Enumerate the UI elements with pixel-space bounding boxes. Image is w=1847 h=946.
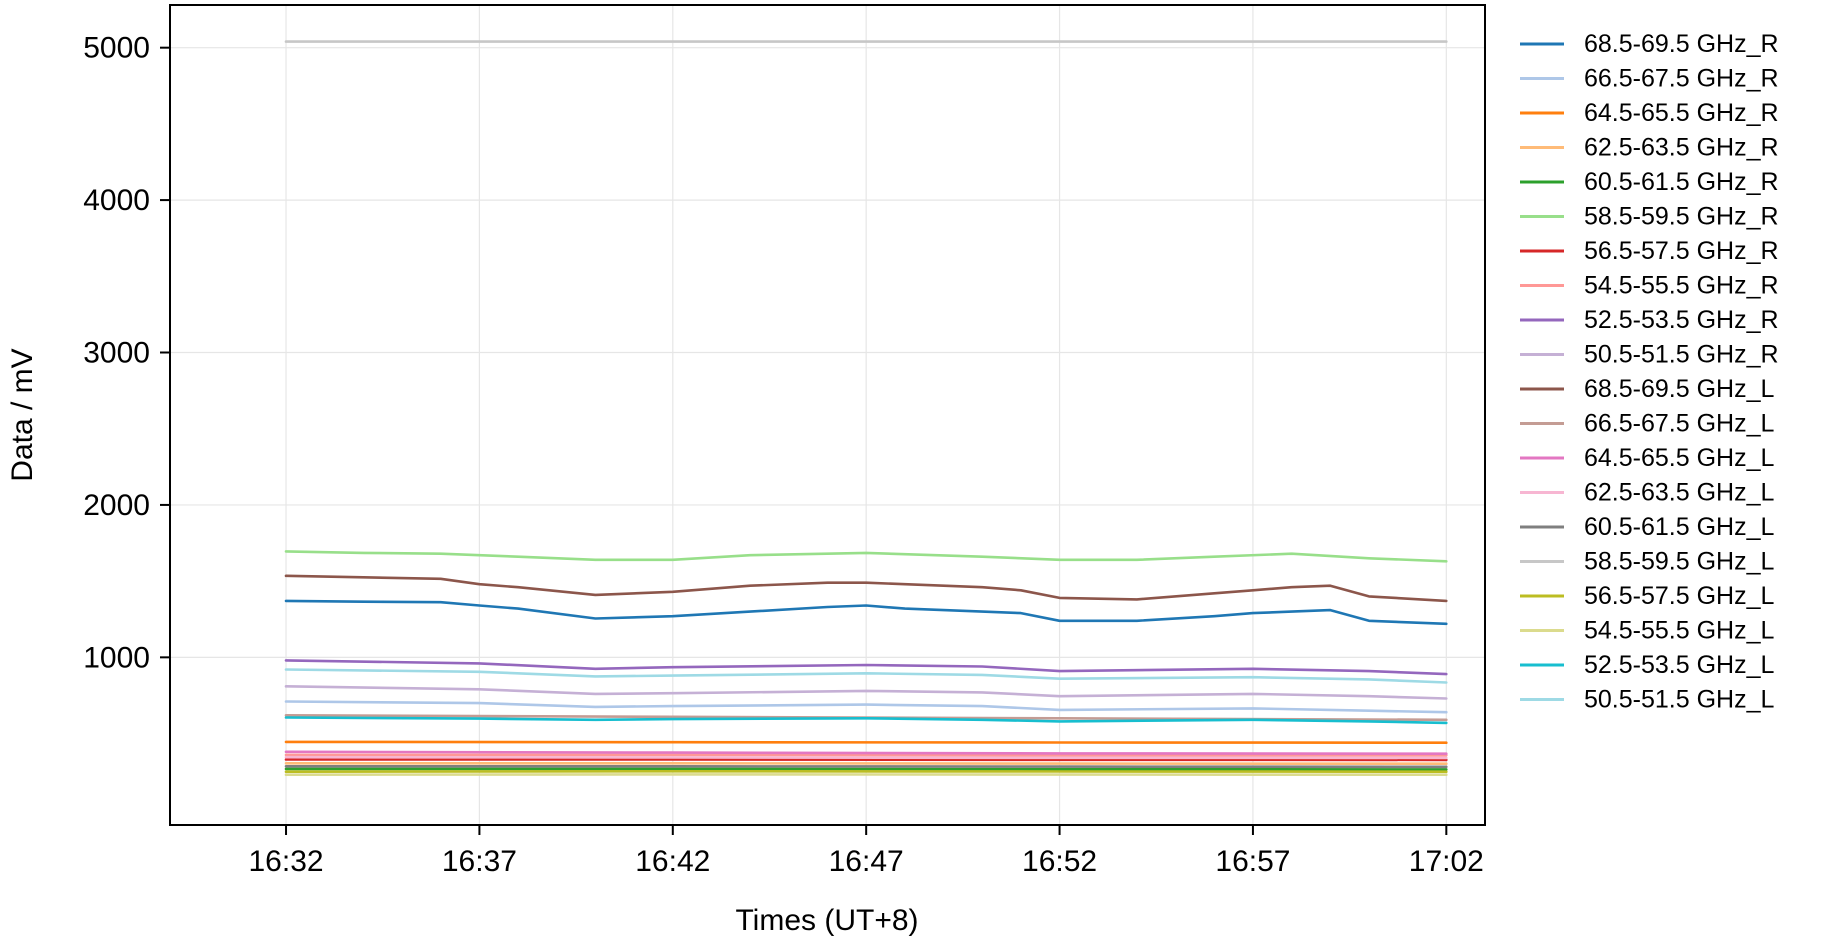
x-tick-label: 16:52 bbox=[1022, 845, 1097, 878]
x-tick-label: 16:57 bbox=[1215, 845, 1290, 878]
series-line-14 bbox=[286, 757, 1446, 758]
legend-label: 54.5-55.5 GHz_L bbox=[1584, 617, 1774, 645]
legend-label: 56.5-57.5 GHz_R bbox=[1584, 237, 1779, 265]
legend-label: 60.5-61.5 GHz_L bbox=[1584, 513, 1774, 541]
legend-label: 66.5-67.5 GHz_L bbox=[1584, 410, 1774, 438]
legend-label: 52.5-53.5 GHz_R bbox=[1584, 306, 1779, 334]
legend: 68.5-69.5 GHz_R 66.5-67.5 GHz_R 64.5-65.5 … bbox=[1520, 30, 1779, 714]
x-axis-label: Times (UT+8) bbox=[735, 904, 918, 937]
series-line-15 bbox=[286, 766, 1446, 767]
series-line-3 bbox=[286, 742, 1446, 743]
legend-label: 66.5-67.5 GHz_R bbox=[1584, 65, 1779, 93]
x-tick-label: 16:47 bbox=[829, 845, 904, 878]
y-tick-label: 4000 bbox=[83, 184, 150, 217]
x-tick-label: 17:02 bbox=[1409, 845, 1484, 878]
y-tick-label: 1000 bbox=[83, 641, 150, 674]
legend-label: 58.5-59.5 GHz_R bbox=[1584, 203, 1779, 231]
y-tick-label: 3000 bbox=[83, 337, 150, 370]
legend-label: 62.5-63.5 GHz_L bbox=[1584, 479, 1774, 507]
x-tick-label: 16:37 bbox=[442, 845, 517, 878]
x-axis-ticks: 16:32 16:37 16:42 16:47 16:52 16:57 17:02 bbox=[248, 825, 1483, 878]
legend-label: 58.5-59.5 GHz_L bbox=[1584, 548, 1774, 576]
legend-label: 68.5-69.5 GHz_R bbox=[1584, 30, 1779, 58]
legend-label: 68.5-69.5 GHz_L bbox=[1584, 375, 1774, 403]
legend-label: 62.5-63.5 GHz_R bbox=[1584, 134, 1779, 162]
legend-label: 50.5-51.5 GHz_R bbox=[1584, 341, 1779, 369]
x-tick-label: 16:32 bbox=[248, 845, 323, 878]
series-line-5 bbox=[286, 769, 1446, 770]
legend-label: 54.5-55.5 GHz_R bbox=[1584, 272, 1779, 300]
legend-label: 60.5-61.5 GHz_R bbox=[1584, 168, 1779, 196]
y-tick-label: 5000 bbox=[83, 32, 150, 65]
y-tick-label: 2000 bbox=[83, 489, 150, 522]
y-axis-ticks: 1000 2000 3000 4000 5000 bbox=[83, 32, 170, 675]
legend-label: 56.5-57.5 GHz_L bbox=[1584, 582, 1774, 610]
legend-label: 64.5-65.5 GHz_R bbox=[1584, 99, 1779, 127]
legend-label: 50.5-51.5 GHz_L bbox=[1584, 686, 1774, 714]
x-tick-label: 16:42 bbox=[635, 845, 710, 878]
legend-label: 64.5-65.5 GHz_L bbox=[1584, 444, 1774, 472]
y-axis-label: Data / mV bbox=[6, 348, 39, 481]
legend-label: 52.5-53.5 GHz_L bbox=[1584, 651, 1774, 679]
series-line-13 bbox=[286, 752, 1446, 754]
